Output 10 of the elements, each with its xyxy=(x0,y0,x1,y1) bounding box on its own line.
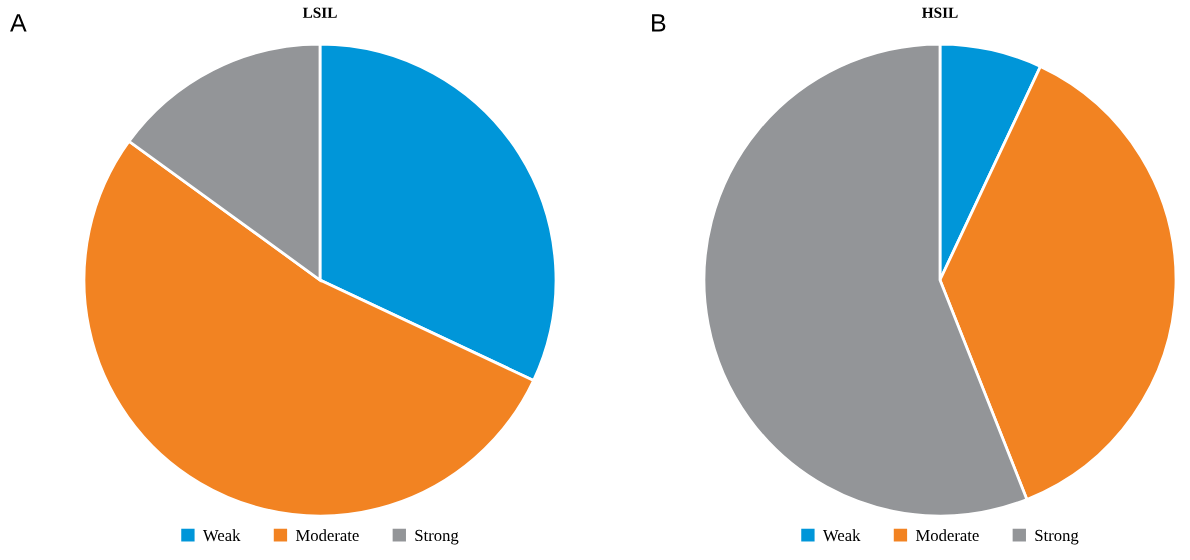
chart-title: HSIL xyxy=(922,7,958,18)
text: A xyxy=(10,14,27,32)
chart-title: LSIL xyxy=(302,7,337,18)
legend-label: Weak xyxy=(202,529,241,542)
legend-label: Moderate xyxy=(915,529,979,542)
legend-label: Strong xyxy=(1035,529,1079,545)
text: B xyxy=(652,14,666,32)
legend-label: Weak xyxy=(822,529,861,542)
legend-label: Moderate xyxy=(295,529,359,542)
legend-label: Strong xyxy=(415,529,459,545)
